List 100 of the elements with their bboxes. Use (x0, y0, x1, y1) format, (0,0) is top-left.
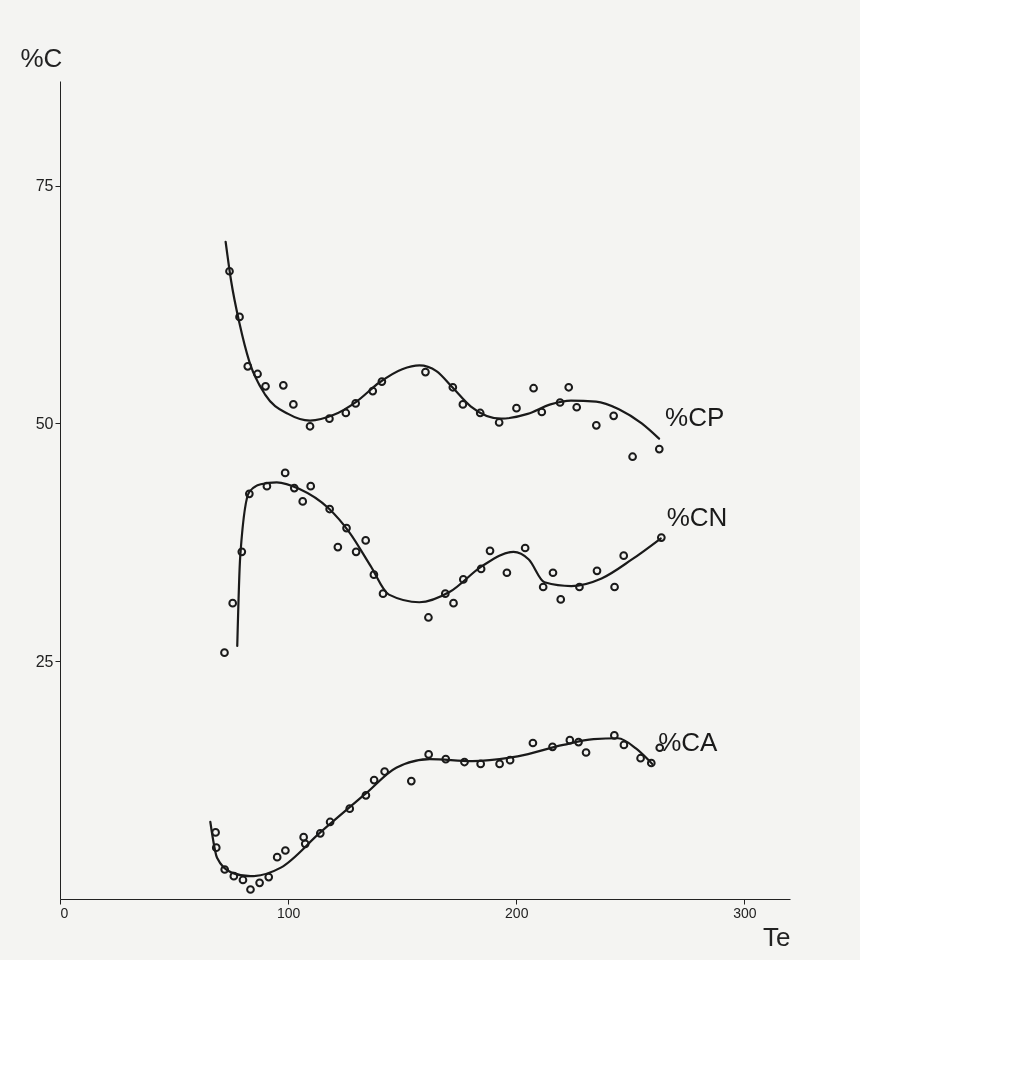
point (361, 536, 371, 545)
point (537, 407, 547, 417)
point (610, 582, 619, 592)
point (458, 400, 468, 409)
point (253, 369, 262, 379)
series-label: %CA (658, 726, 719, 757)
point (424, 750, 433, 759)
point (619, 740, 629, 750)
point (280, 468, 290, 478)
point (460, 757, 469, 767)
point (476, 564, 486, 574)
point (369, 570, 379, 579)
point (548, 568, 558, 578)
point (512, 403, 521, 413)
point (220, 648, 229, 657)
point (575, 582, 584, 592)
point (656, 533, 666, 542)
y-tick-label: 25 (35, 652, 54, 670)
line-series (224, 240, 661, 440)
series-label: %CN (666, 501, 728, 532)
point (300, 839, 310, 849)
x-tick-label: 100 (276, 904, 301, 921)
point (281, 846, 290, 855)
point (255, 878, 264, 888)
point (261, 381, 270, 391)
point (333, 542, 343, 552)
point (262, 481, 272, 491)
point (211, 828, 220, 837)
point (272, 852, 282, 862)
y-tick-label: 50 (35, 414, 54, 432)
point (345, 804, 355, 813)
point (475, 408, 485, 418)
point (298, 497, 308, 506)
point (237, 547, 247, 557)
point (529, 383, 538, 393)
point (424, 613, 433, 622)
x-tick-label: 300 (733, 904, 757, 921)
point (528, 738, 538, 748)
point (341, 408, 351, 418)
point (619, 551, 629, 560)
point (244, 489, 254, 499)
point (342, 523, 351, 533)
point (229, 871, 239, 881)
point (315, 829, 325, 838)
point (448, 382, 458, 392)
point (378, 589, 388, 599)
series-label: %CP (665, 401, 725, 432)
x-tick-label: 200 (505, 904, 529, 921)
point (565, 735, 575, 745)
point (495, 759, 504, 769)
point (243, 362, 253, 371)
point (592, 566, 602, 576)
point (636, 753, 645, 763)
y-axis-title: %C (20, 42, 63, 73)
point (476, 759, 486, 769)
point (211, 843, 221, 852)
point (235, 312, 244, 322)
point (440, 589, 450, 599)
point (441, 754, 451, 764)
point (264, 872, 274, 882)
point (591, 420, 601, 430)
point (520, 543, 530, 553)
point (325, 504, 334, 514)
point (502, 568, 512, 578)
point (228, 598, 238, 608)
point (289, 483, 299, 493)
point (485, 546, 495, 556)
point (581, 748, 591, 757)
point (564, 382, 574, 392)
point (494, 418, 504, 427)
point (306, 481, 316, 491)
point (574, 737, 583, 747)
point (377, 377, 387, 386)
point (449, 598, 458, 608)
point (238, 875, 248, 885)
point (369, 775, 379, 785)
point (406, 776, 416, 786)
point (421, 367, 430, 377)
point (458, 575, 468, 584)
point (555, 398, 565, 407)
point (548, 742, 557, 752)
point (556, 595, 566, 604)
point (628, 452, 637, 462)
point (289, 400, 298, 409)
point (305, 421, 315, 431)
x-axis-title: Te (763, 921, 791, 952)
point (278, 381, 288, 390)
point (654, 444, 664, 454)
point (220, 865, 230, 874)
point (351, 399, 360, 408)
y-tick-label: 75 (35, 177, 54, 195)
point (246, 885, 255, 894)
point (225, 266, 234, 276)
point (351, 547, 361, 557)
point (361, 790, 371, 800)
point (609, 411, 619, 421)
point (325, 414, 334, 424)
point (368, 386, 378, 396)
point (299, 832, 308, 842)
x-tick-label: 0 (60, 904, 69, 921)
